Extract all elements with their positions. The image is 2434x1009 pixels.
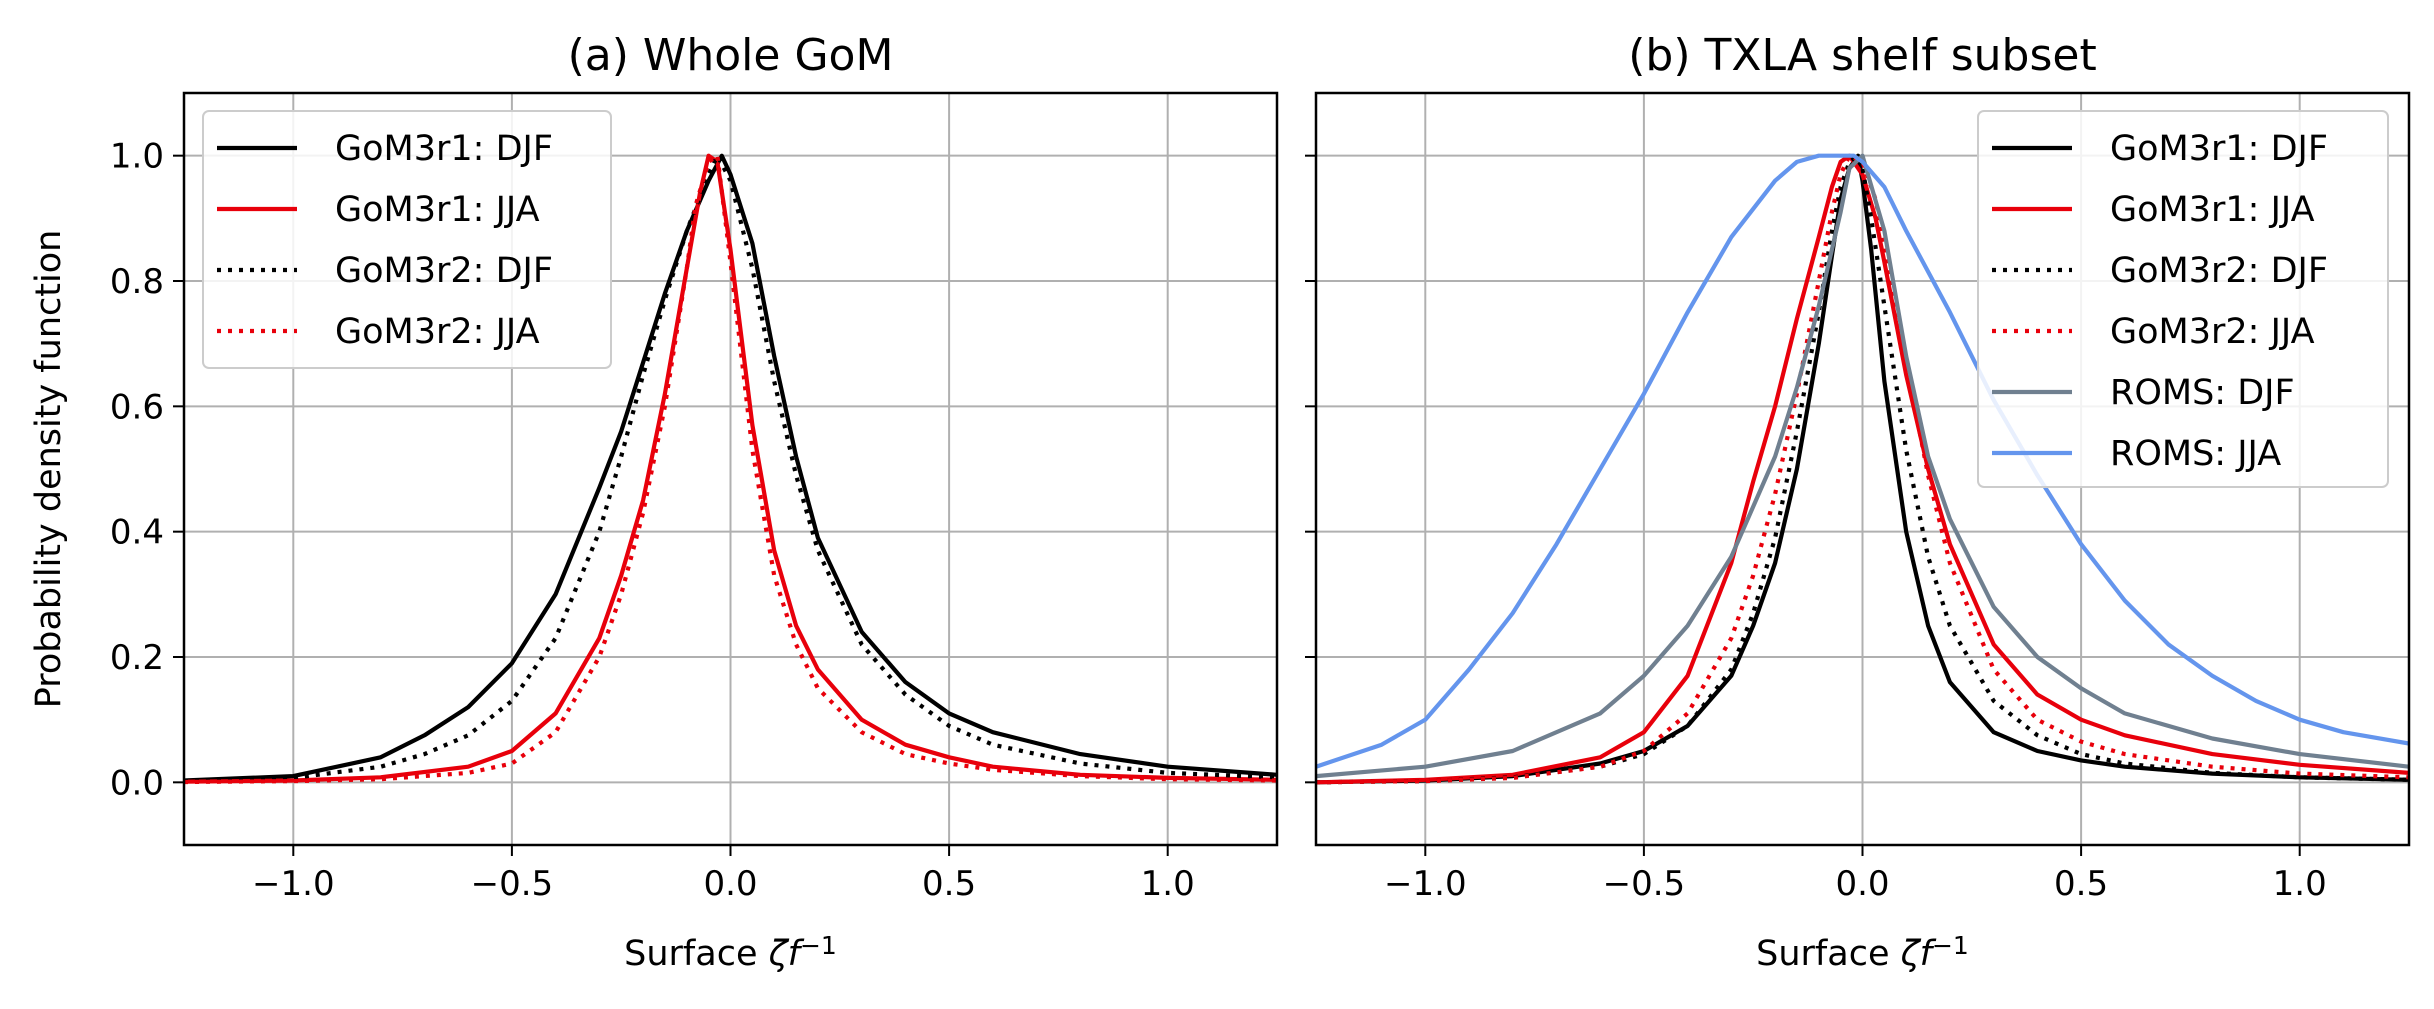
x-tick-label: 1.0 bbox=[1141, 864, 1195, 904]
y-tick-label: 0.8 bbox=[110, 262, 164, 302]
legend: GoM3r1: DJF GoM3r1: JJA GoM3r2: DJF GoM3r2:… bbox=[202, 110, 612, 369]
x-tick-label: 0.0 bbox=[1835, 864, 1889, 904]
x-axis-label-symbol: ζf bbox=[1900, 934, 1937, 974]
panel-a-whole-gom: −1.0 −0.5 0.0 0.5 1.0 0.0 0.2 0.4 0.6 0.8 1.0 (a) W… bbox=[110, 30, 1279, 974]
legend-entry: GoM3r2: DJF bbox=[335, 251, 553, 291]
legend-entry: GoM3r1: DJF bbox=[335, 129, 553, 169]
legend: GoM3r1: DJF GoM3r1: JJA GoM3r2: DJF GoM3r2:… bbox=[1977, 110, 2389, 488]
series-lines bbox=[184, 153, 1277, 785]
legend-entry: GoM3r2: JJA bbox=[335, 312, 540, 352]
x-tick-label: 0.0 bbox=[703, 864, 757, 904]
legend-entry: ROMS: JJA bbox=[2110, 434, 2281, 474]
x-tick-label: −0.5 bbox=[471, 864, 554, 904]
legend-box bbox=[1977, 110, 2389, 488]
panel-b-txla-shelf-subset: −1.0 −0.5 0.0 0.5 1.0 (b) TXLA shelf subset Su… bbox=[1305, 30, 2411, 974]
legend-entry: ROMS: DJF bbox=[2110, 373, 2295, 413]
series-line-gom3r1-djf bbox=[184, 153, 1277, 783]
legend-entry: GoM3r1: JJA bbox=[335, 190, 540, 230]
legend-entry: GoM3r1: DJF bbox=[2110, 129, 2328, 169]
y-tick-label: 0.6 bbox=[110, 387, 164, 427]
x-tick-label: −1.0 bbox=[252, 864, 335, 904]
y-tick-label: 0.2 bbox=[110, 638, 164, 678]
x-tick-label: 1.0 bbox=[2273, 864, 2327, 904]
y-tick-label: 0.4 bbox=[110, 513, 164, 553]
x-axis-label-text: Surface bbox=[1756, 934, 1900, 974]
legend-entry: GoM3r2: DJF bbox=[2110, 251, 2328, 291]
x-axis-label-text: Surface bbox=[624, 934, 768, 974]
x-axis-label-symbol: ζf bbox=[768, 934, 805, 974]
series-line-gom3r2-djf bbox=[184, 153, 1277, 784]
legend-box bbox=[202, 110, 612, 369]
series-line-roms-jja bbox=[1316, 153, 2409, 769]
x-tick-label: −1.0 bbox=[1384, 864, 1467, 904]
x-axis-label-exponent: −1 bbox=[1932, 931, 1969, 960]
series-line-gom3r1-jja bbox=[184, 153, 1277, 784]
x-axis-label: Surface ζf−1 bbox=[1756, 931, 1969, 974]
x-tick-label: −0.5 bbox=[1603, 864, 1686, 904]
x-tick-label: 0.5 bbox=[2054, 864, 2108, 904]
panel-title: (a) Whole GoM bbox=[568, 30, 894, 81]
series-line-roms-djf bbox=[1316, 153, 2409, 779]
x-tick-label: 0.5 bbox=[922, 864, 976, 904]
panel-title: (b) TXLA shelf subset bbox=[1628, 30, 2096, 81]
series-lines bbox=[1316, 153, 2409, 785]
y-tick-label: 0.0 bbox=[110, 763, 164, 803]
legend-entry: GoM3r2: JJA bbox=[2110, 312, 2315, 352]
y-axis-label: Probability density function bbox=[29, 230, 69, 709]
x-axis-label-exponent: −1 bbox=[800, 931, 837, 960]
y-tick-label: 1.0 bbox=[110, 137, 164, 177]
x-axis-label: Surface ζf−1 bbox=[624, 931, 837, 974]
legend-entry: GoM3r1: JJA bbox=[2110, 190, 2315, 230]
